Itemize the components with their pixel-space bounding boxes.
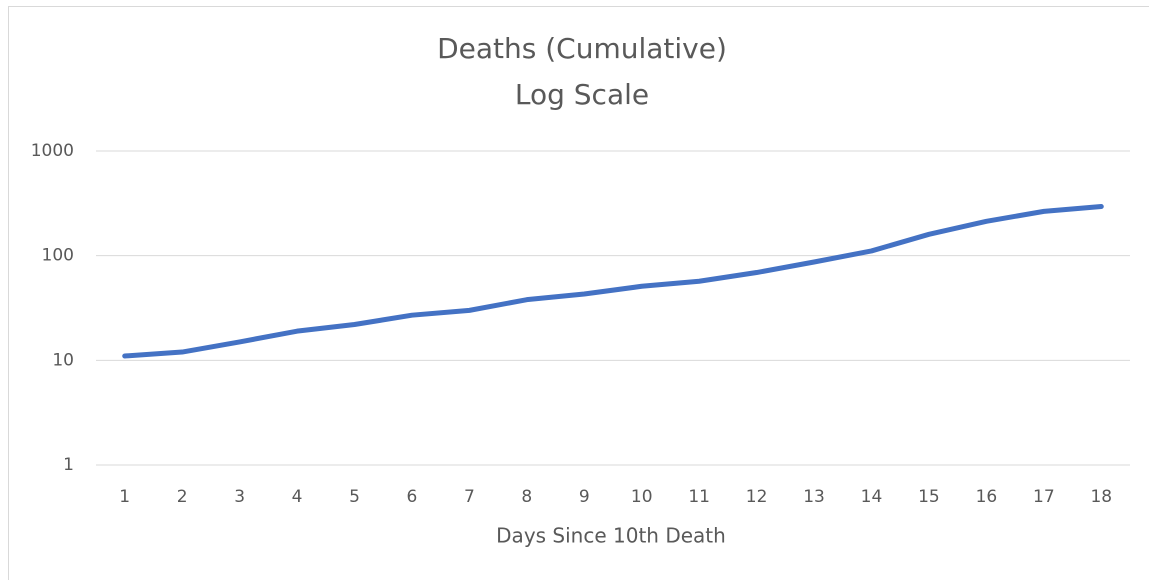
x-tick-label: 4 — [292, 487, 303, 507]
x-axis-label: Days Since 10th Death — [496, 524, 726, 548]
y-tick-label: 1 — [63, 455, 74, 475]
x-tick-label: 9 — [579, 487, 590, 507]
y-tick-label: 100 — [42, 246, 74, 266]
x-tick-label: 17 — [1033, 487, 1055, 507]
x-tick-label: 14 — [861, 487, 883, 507]
x-tick-label: 6 — [407, 487, 418, 507]
chart-subtitle: Log Scale — [515, 78, 649, 111]
x-tick-label: 18 — [1090, 487, 1112, 507]
x-tick-label: 3 — [234, 487, 245, 507]
x-tick-label: 12 — [746, 487, 768, 507]
x-tick-label: 10 — [631, 487, 653, 507]
x-tick-label: 11 — [688, 487, 710, 507]
chart-frame — [8, 6, 1149, 580]
y-tick-label: 1000 — [31, 141, 74, 161]
data-line — [122, 203, 1104, 359]
x-tick-label: 2 — [177, 487, 188, 507]
x-tick-label: 7 — [464, 487, 475, 507]
x-tick-label: 16 — [976, 487, 998, 507]
x-tick-label: 1 — [119, 487, 130, 507]
x-tick-label: 8 — [521, 487, 532, 507]
y-tick-label: 10 — [52, 350, 74, 370]
x-tick-label: 13 — [803, 487, 825, 507]
x-tick-label: 5 — [349, 487, 360, 507]
x-tick-label: 15 — [918, 487, 940, 507]
chart-title: Deaths (Cumulative) — [437, 32, 727, 65]
